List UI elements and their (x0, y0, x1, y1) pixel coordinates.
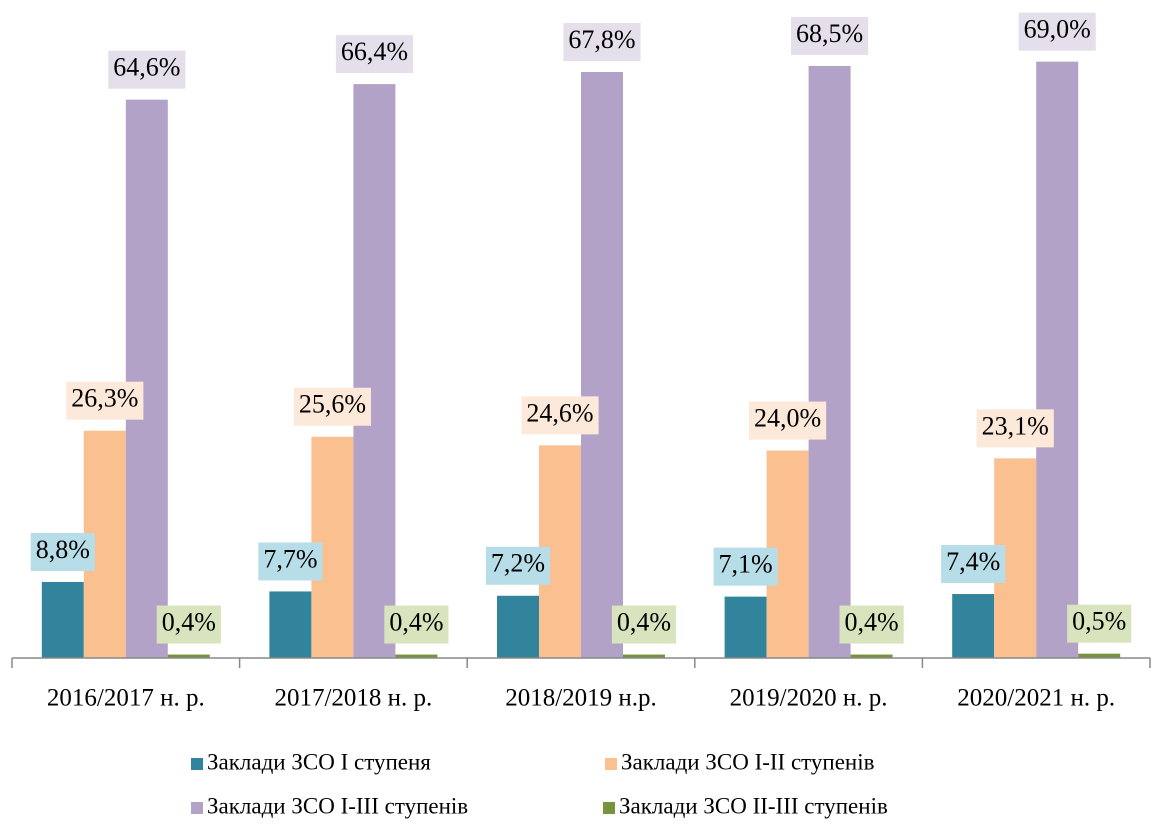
bar (1078, 653, 1121, 658)
bar (623, 654, 665, 658)
data-label-box (791, 16, 869, 55)
data-label-box (108, 50, 186, 89)
data-label: 0,4% (389, 608, 443, 637)
data-label-group: 0,4% (611, 605, 677, 644)
data-label-group: 7,7% (258, 542, 323, 581)
data-label-group: 68,5% (791, 16, 869, 55)
data-label-box (839, 605, 904, 644)
data-label: 7,2% (491, 549, 545, 578)
data-label-box (611, 605, 677, 644)
data-label: 26,3% (71, 384, 138, 413)
bar (581, 72, 623, 658)
legend-label: Заклади ЗСО ІІ-ІІІ ступенів (619, 793, 888, 818)
bar (1036, 61, 1079, 658)
data-label-box (521, 396, 599, 435)
data-label: 0,4% (845, 608, 899, 637)
legend-swatch (603, 802, 615, 814)
data-label-box (1018, 12, 1096, 51)
legend-swatch (191, 802, 203, 814)
data-label-box (713, 547, 778, 586)
x-tick-label: 2018/2019 н.р. (505, 685, 657, 712)
data-label-group: 67,8% (563, 23, 641, 62)
legend-label: Заклади ЗСО І-ІІІ ступенів (207, 793, 468, 818)
data-label-box (1067, 604, 1132, 643)
bar (808, 65, 851, 658)
data-label: 24,0% (754, 404, 821, 433)
data-label-box (485, 546, 551, 585)
data-label: 64,6% (113, 53, 180, 82)
data-label-box (563, 23, 641, 62)
data-label-group: 7,2% (485, 546, 551, 585)
bar (41, 581, 84, 658)
legend-swatch (191, 758, 203, 770)
data-label-box (156, 605, 221, 644)
x-tick-label: 2019/2020 н. р. (730, 685, 888, 712)
data-label-group: 0,4% (156, 605, 221, 644)
data-label-box (384, 605, 449, 644)
data-label-box (976, 409, 1054, 448)
data-label-group: 0,5% (1067, 604, 1132, 643)
data-label-group: 66,4% (335, 35, 413, 74)
data-label: 0,4% (617, 608, 671, 637)
data-label-box (941, 545, 1006, 584)
bar (724, 596, 767, 658)
legend-label: Заклади ЗСО І ступеня (207, 749, 431, 774)
data-label-group: 7,4% (941, 545, 1006, 584)
legend-label: Заклади ЗСО І-ІІ ступенів (621, 749, 875, 774)
data-label-group: 24,6% (521, 396, 599, 435)
x-tick-label: 2020/2021 н. р. (957, 685, 1115, 712)
data-label: 25,6% (299, 390, 366, 419)
data-label: 69,0% (1024, 15, 1091, 44)
x-tick-label: 2017/2018 н. р. (274, 685, 432, 712)
data-label-group: 25,6% (293, 387, 371, 426)
data-label: 0,4% (162, 608, 216, 637)
data-label-box (66, 381, 144, 420)
bar (497, 595, 539, 658)
data-label-group: 0,4% (839, 605, 904, 644)
bar (395, 654, 438, 658)
data-label-box (293, 387, 371, 426)
data-label-group: 0,4% (384, 605, 449, 644)
x-tick-label: 2016/2017 н. р. (47, 685, 205, 712)
data-label-group: 8,8% (30, 532, 95, 571)
bar (269, 591, 312, 658)
bar (952, 594, 995, 658)
data-label-group: 69,0% (1018, 12, 1096, 51)
data-label: 8,8% (36, 535, 90, 564)
data-label: 0,5% (1072, 607, 1126, 636)
data-label-box (258, 542, 323, 581)
data-label: 7,4% (946, 547, 1000, 576)
data-label-group: 23,1% (976, 409, 1054, 448)
data-label-box (749, 401, 827, 440)
bar (167, 654, 210, 658)
data-label-group: 64,6% (108, 50, 186, 89)
data-label-group: 24,0% (749, 401, 827, 440)
data-label-group: 7,1% (713, 547, 778, 586)
data-label: 68,5% (796, 19, 863, 48)
data-label: 7,1% (719, 550, 773, 579)
data-label-box (335, 35, 413, 74)
bar (353, 84, 396, 659)
data-label-box (30, 532, 95, 571)
data-label: 24,6% (526, 398, 593, 427)
data-label: 67,8% (568, 25, 635, 54)
data-label: 66,4% (341, 37, 408, 66)
legend-swatch (605, 758, 617, 770)
bar (125, 99, 168, 658)
data-label: 23,1% (982, 411, 1049, 440)
data-label: 7,7% (263, 544, 317, 573)
data-label-group: 26,3% (66, 381, 144, 420)
bar (850, 654, 893, 658)
